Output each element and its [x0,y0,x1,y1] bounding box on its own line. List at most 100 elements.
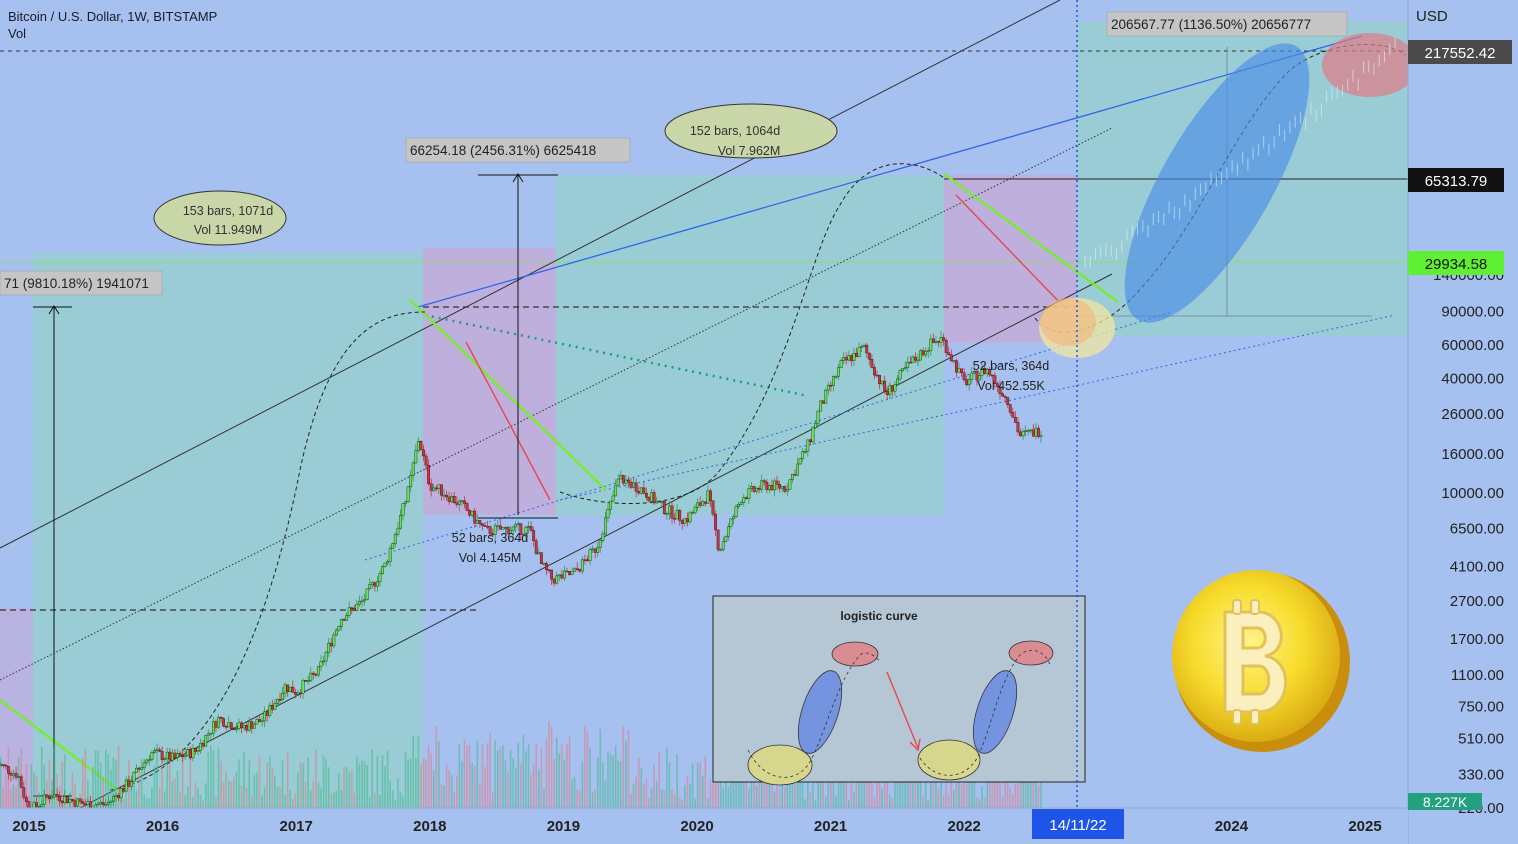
candle-body [616,478,620,486]
candle-body [94,804,97,808]
volume-bar [648,798,650,808]
candle-body [322,660,325,663]
candle-body [252,723,256,729]
candle-body [803,451,807,453]
candle-body [816,410,820,424]
candle-body [129,781,133,787]
candle-body [345,615,349,621]
candle-body [637,491,641,494]
volume-bar [978,799,981,808]
volume-bar [976,797,978,808]
candle-body [647,497,651,502]
candle-body [427,464,431,484]
candle-body [857,347,861,358]
candle-body [573,568,577,572]
volume-bar [763,772,766,808]
volume-bar [171,781,174,808]
candle-body [498,525,502,530]
volume-bar [92,766,94,808]
candle-body [596,547,600,553]
volume-bar [286,752,289,808]
volume-bar [947,794,950,808]
candle-body [880,380,884,385]
candle-body [798,458,802,465]
candle-body [206,733,210,736]
volume-bar [666,747,668,808]
candle-body [68,799,72,804]
volume-bar [179,792,181,808]
candle-body [837,367,840,377]
volume-bar [322,755,325,808]
candle-body [660,501,664,503]
candle-body [998,386,1002,395]
volume-bar [235,771,238,808]
candle-body [178,753,182,756]
volume-bar [681,799,684,808]
candle-body [614,485,618,497]
candle-body [422,449,425,457]
volume-bar [1032,772,1035,808]
volume-bar [145,798,148,808]
annotation-text: 52 bars, 364d [973,359,1049,373]
candle-body [247,721,251,731]
volume-bar [133,777,135,808]
candle-body [314,673,318,676]
volume-bar [455,776,458,808]
candle-body [673,518,676,520]
volume-bar [130,778,133,808]
volume-bar [1009,787,1012,808]
candle-body [17,776,21,778]
volume-bar [906,774,909,808]
candle-body [906,361,910,368]
volume-bar [102,777,105,808]
candle-body [678,509,682,521]
candle-body [519,523,523,535]
blue-dotted-support [364,311,1173,561]
candle-body [386,561,390,564]
volume-bar [386,750,389,808]
volume-bar [953,790,955,808]
volume-bar [750,779,753,808]
indicator-label[interactable]: Vol [8,26,27,41]
volume-bar [584,725,586,808]
volume-bar [192,797,194,808]
candle-body [901,368,905,371]
volume-bar [730,775,732,808]
volume-bar [850,779,853,808]
candle-body [698,502,702,506]
symbol-title[interactable]: Bitcoin / U.S. Dollar, 1W, BITSTAMP [8,9,218,24]
candle-body [89,801,92,808]
volume-bar [253,775,256,808]
volume-bar [550,727,553,808]
candle-body [598,540,602,548]
volume-bar [753,771,755,808]
volume-bar [919,777,922,808]
volume-bar [612,755,614,808]
volume-bar [202,799,204,808]
price-tag-level-text: 65313.79 [1425,173,1488,190]
candle-body [299,692,302,695]
candle-body [437,484,441,489]
volume-bar [320,788,322,808]
volume-bar [696,762,699,808]
candle-body [86,801,90,806]
volume-bar [240,785,243,808]
volume-bar [637,757,640,808]
volume-bar [835,796,837,808]
candle-body [416,441,420,451]
candle-body [7,766,10,774]
time-axis[interactable]: 2015 2016 2017 2018 2019 2020 2021 2022 2024 2025 [12,818,1381,835]
candle-body [939,337,943,343]
plot-area [0,0,1408,808]
volume-bar [317,782,320,808]
candle-body [609,500,612,510]
candle-body [957,368,961,373]
candle-body [463,500,466,504]
volume-bar [327,767,330,808]
volume-bar [668,761,671,808]
candle-body [409,475,413,488]
candle-body [137,767,141,770]
volume-bar [184,795,187,808]
volume-bar [153,765,156,808]
